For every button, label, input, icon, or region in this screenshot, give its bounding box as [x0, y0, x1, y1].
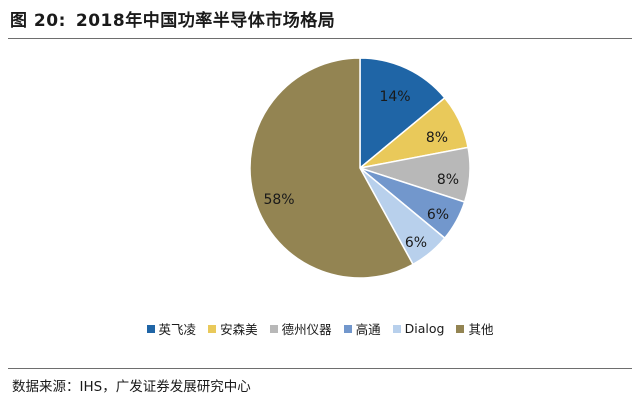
bottom-divider — [8, 368, 632, 369]
legend-swatch — [456, 324, 465, 333]
legend-swatch — [392, 324, 401, 333]
top-divider — [8, 38, 632, 39]
legend-label: 安森美 — [220, 322, 258, 337]
legend-label: 英飞凌 — [158, 322, 197, 337]
legend-label: 德州仪器 — [281, 322, 332, 337]
legend-item: 德州仪器 — [269, 319, 332, 338]
legend-label: 其他 — [468, 322, 494, 337]
legend-swatch — [208, 324, 217, 333]
slice-value-label: 8% — [437, 172, 459, 188]
pie-slice-5 — [249, 57, 415, 279]
chart-legend: 英飞凌 安森美 德州仪器 高通 Dialog 其他 — [0, 319, 640, 338]
legend-item: 英飞凌 — [146, 319, 197, 338]
figure-title: 2018年中国功率半导体市场格局 — [75, 11, 336, 31]
legend-item: 安森美 — [208, 319, 258, 338]
legend-item: 其他 — [456, 319, 493, 338]
slice-value-label: 6% — [405, 235, 427, 251]
slice-value-label: 8% — [426, 130, 448, 146]
chart-title: 图 20: 2018年中国功率半导体市场格局 — [10, 6, 335, 31]
legend-label: Dialog — [404, 321, 445, 336]
legend-swatch — [269, 324, 278, 333]
slice-value-label: 6% — [427, 207, 449, 223]
legend-swatch — [146, 324, 155, 333]
slice-value-label: 14% — [379, 89, 410, 105]
figure-label: 图 20: — [10, 11, 66, 31]
pie-slices — [249, 57, 471, 279]
legend-item: 高通 — [343, 319, 381, 338]
pie-slice-0 — [359, 57, 446, 170]
legend-swatch — [343, 324, 352, 333]
source-note: 数据来源：IHS，广发证券发展研究中心 — [12, 379, 251, 395]
legend-label: 高通 — [355, 322, 381, 337]
pie-labels: 14% 8% 8% 6%6% 58% — [263, 89, 459, 251]
slice-value-label: 58% — [263, 192, 294, 208]
legend-item: Dialog — [392, 321, 445, 336]
